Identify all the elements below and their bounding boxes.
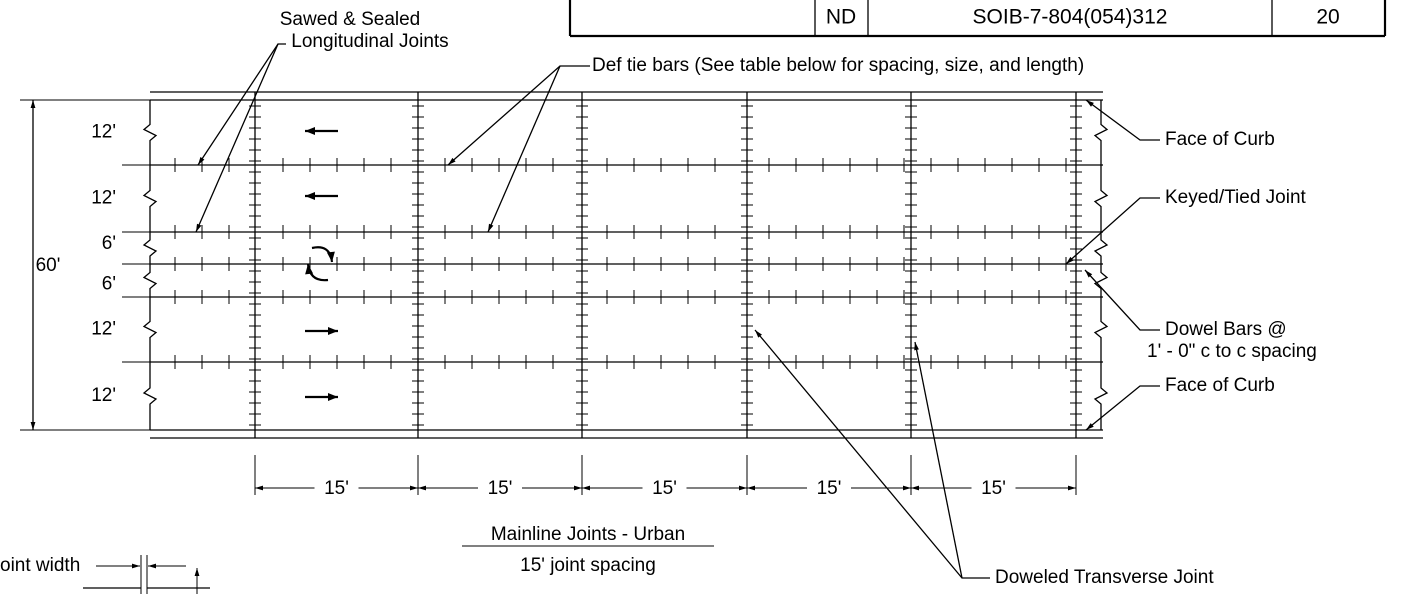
leader <box>197 43 286 166</box>
leader <box>914 341 963 579</box>
callout: Face of Curb <box>1165 129 1275 150</box>
leader <box>195 43 279 233</box>
leader <box>1085 385 1160 431</box>
caption-title: Mainline Joints - Urban <box>491 524 685 545</box>
cell: 20 <box>1316 6 1339 29</box>
break-line <box>1093 165 1109 232</box>
title-block: ND SOIB-7-804(054)312 20 <box>568 0 1387 38</box>
callout: Face of Curb <box>1165 375 1275 396</box>
joint-spacing: 15' <box>324 478 349 499</box>
callout: Def tie bars (See table below for spacin… <box>592 55 1084 76</box>
break-line <box>142 232 158 264</box>
break-line <box>1093 232 1109 264</box>
leader <box>1084 269 1160 331</box>
turn-arrow <box>305 263 329 282</box>
callout: Dowel Bars @ <box>1165 319 1287 340</box>
joint-spacing: 15' <box>652 478 677 499</box>
slab-plan: 12' 12' 6' 6' 12' 12' 15' 15' 15' 15' 15' <box>91 91 1109 499</box>
lane-width: 6' <box>102 233 116 254</box>
break-line <box>142 297 158 362</box>
lane-width: 12' <box>91 188 116 209</box>
leader <box>1065 197 1160 265</box>
lane-width: 12' <box>91 385 116 406</box>
break-line <box>1093 100 1109 165</box>
leader <box>1085 99 1160 141</box>
callout: 1' - 0" c to c spacing <box>1147 341 1317 362</box>
break-line <box>1093 362 1109 430</box>
joint-spacing: 15' <box>981 478 1006 499</box>
break-line <box>142 165 158 232</box>
break-line <box>1093 264 1109 297</box>
joint-spacing: 15' <box>488 478 513 499</box>
callout: Sawed & Sealed <box>280 9 421 30</box>
detail-label: oint width <box>0 555 80 576</box>
break-line <box>142 100 158 165</box>
lane-width: 12' <box>91 319 116 340</box>
cell: SOIB-7-804(054)312 <box>973 6 1168 29</box>
break-line <box>142 362 158 430</box>
leader <box>447 65 590 166</box>
callout: Longitudinal Joints <box>291 31 448 52</box>
dimension-label: 60' <box>36 255 61 276</box>
lane-width: 12' <box>91 122 116 143</box>
break-line <box>142 264 158 297</box>
leader <box>487 65 561 233</box>
turn-arrow <box>311 246 335 263</box>
callout: Keyed/Tied Joint <box>1165 187 1307 208</box>
cell: ND <box>826 6 856 29</box>
break-line <box>1093 297 1109 362</box>
lane-width: 6' <box>102 274 116 295</box>
joint-spacing: 15' <box>817 478 842 499</box>
caption-subtitle: 15' joint spacing <box>520 555 656 576</box>
callout: Doweled Transverse Joint <box>995 567 1214 588</box>
